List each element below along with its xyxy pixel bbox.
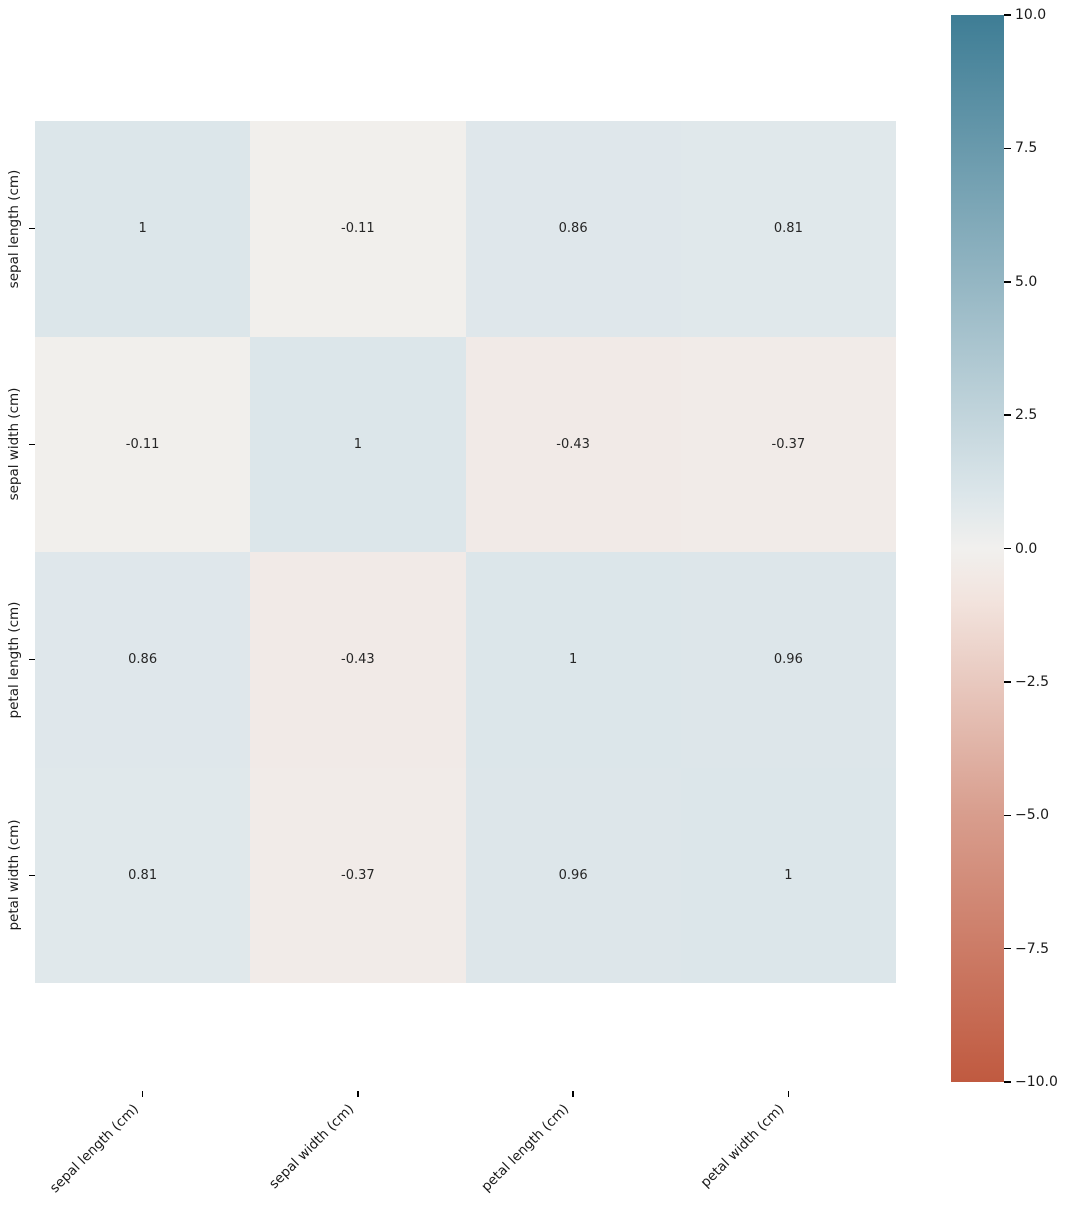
colorbar-tick-label: −5.0 xyxy=(1015,807,1049,824)
x-tick-label: petal length (cm) xyxy=(478,1101,573,1195)
colorbar-tick-mark xyxy=(1004,414,1011,416)
cell-value: 0.86 xyxy=(558,221,588,237)
heatmap-cell: 0.96 xyxy=(680,552,896,768)
heatmap-cell: 1 xyxy=(250,336,466,552)
x-tick-mark xyxy=(357,1091,359,1097)
heatmap-cell: -0.11 xyxy=(35,336,251,552)
y-tick-mark xyxy=(29,659,35,661)
colorbar-tick-label: 10.0 xyxy=(1015,7,1047,23)
cell-value: -0.11 xyxy=(341,221,375,237)
colorbar-tick-label: 7.5 xyxy=(1015,140,1038,157)
colorbar xyxy=(951,15,1004,1082)
x-tick-mark xyxy=(787,1091,790,1097)
colorbar-tick-label: 2.5 xyxy=(1015,407,1038,424)
y-tick-label: petal width (cm) xyxy=(6,819,22,931)
colorbar-tick-label: −7.5 xyxy=(1015,940,1049,957)
heatmap-cell: -0.37 xyxy=(250,767,466,983)
colorbar-tick-mark xyxy=(1004,681,1011,683)
cell-value: 0.81 xyxy=(773,221,803,237)
heatmap-cell: -0.37 xyxy=(680,336,896,552)
colorbar-tick-mark xyxy=(1004,14,1011,16)
x-tick-label: petal width (cm) xyxy=(697,1101,788,1191)
y-tick-mark xyxy=(29,874,35,876)
heatmap-cell: 1 xyxy=(465,552,681,768)
colorbar-tick-label: 0.0 xyxy=(1015,540,1038,557)
cell-value: 1 xyxy=(353,436,363,452)
cell-value: 1 xyxy=(784,867,793,883)
colorbar-tick-label: −10.0 xyxy=(1015,1074,1058,1090)
colorbar-tick-mark xyxy=(1004,1081,1011,1083)
heatmap-cell: 0.81 xyxy=(35,767,251,983)
heatmap-cell: 1 xyxy=(680,767,896,983)
y-tick-label: petal length (cm) xyxy=(6,601,22,719)
y-tick-label: sepal width (cm) xyxy=(6,387,22,501)
heatmap-cell: 0.81 xyxy=(680,121,896,337)
colorbar-tick-mark xyxy=(1004,547,1011,550)
heatmap-cell: 1 xyxy=(35,121,251,337)
colorbar-tick-mark xyxy=(1004,147,1011,150)
heatmap-cell: -0.43 xyxy=(465,336,681,552)
y-tick-mark xyxy=(29,228,35,230)
cell-value: 0.96 xyxy=(558,867,588,883)
heatmap-cell: -0.43 xyxy=(250,552,466,768)
heatmap-cell: 0.86 xyxy=(465,121,681,337)
colorbar-tick-mark xyxy=(1004,281,1011,283)
cell-value: -0.43 xyxy=(556,436,590,452)
colorbar-tick-label: 5.0 xyxy=(1015,273,1038,290)
cell-value: 0.81 xyxy=(128,867,158,883)
x-tick-label: sepal width (cm) xyxy=(266,1101,358,1193)
cell-value: -0.11 xyxy=(125,436,160,452)
cell-value: -0.43 xyxy=(341,652,375,668)
x-tick-label: sepal length (cm) xyxy=(46,1101,142,1197)
x-tick-mark xyxy=(572,1091,574,1097)
x-tick-mark xyxy=(141,1091,144,1097)
colorbar-tick-mark xyxy=(1004,947,1011,950)
y-tick-mark xyxy=(29,443,35,445)
cell-value: 1 xyxy=(568,652,578,668)
cell-value: -0.37 xyxy=(341,867,375,883)
y-tick-label: sepal length (cm) xyxy=(6,169,22,289)
heatmap-cell: 0.86 xyxy=(35,552,251,768)
cell-value: -0.37 xyxy=(771,436,806,452)
heatmap-cell: 0.96 xyxy=(465,767,681,983)
colorbar-tick-label: −2.5 xyxy=(1015,673,1049,690)
cell-value: 1 xyxy=(138,221,147,237)
heatmap-grid: 1 -0.11 0.86 0.81 -0.11 1 -0.43 -0.37 0.86 -0.43 1… xyxy=(35,121,896,983)
heatmap-cell: -0.11 xyxy=(250,121,466,337)
colorbar-tick-mark xyxy=(1004,814,1011,816)
cell-value: 0.96 xyxy=(773,652,803,668)
cell-value: 0.86 xyxy=(128,652,158,668)
